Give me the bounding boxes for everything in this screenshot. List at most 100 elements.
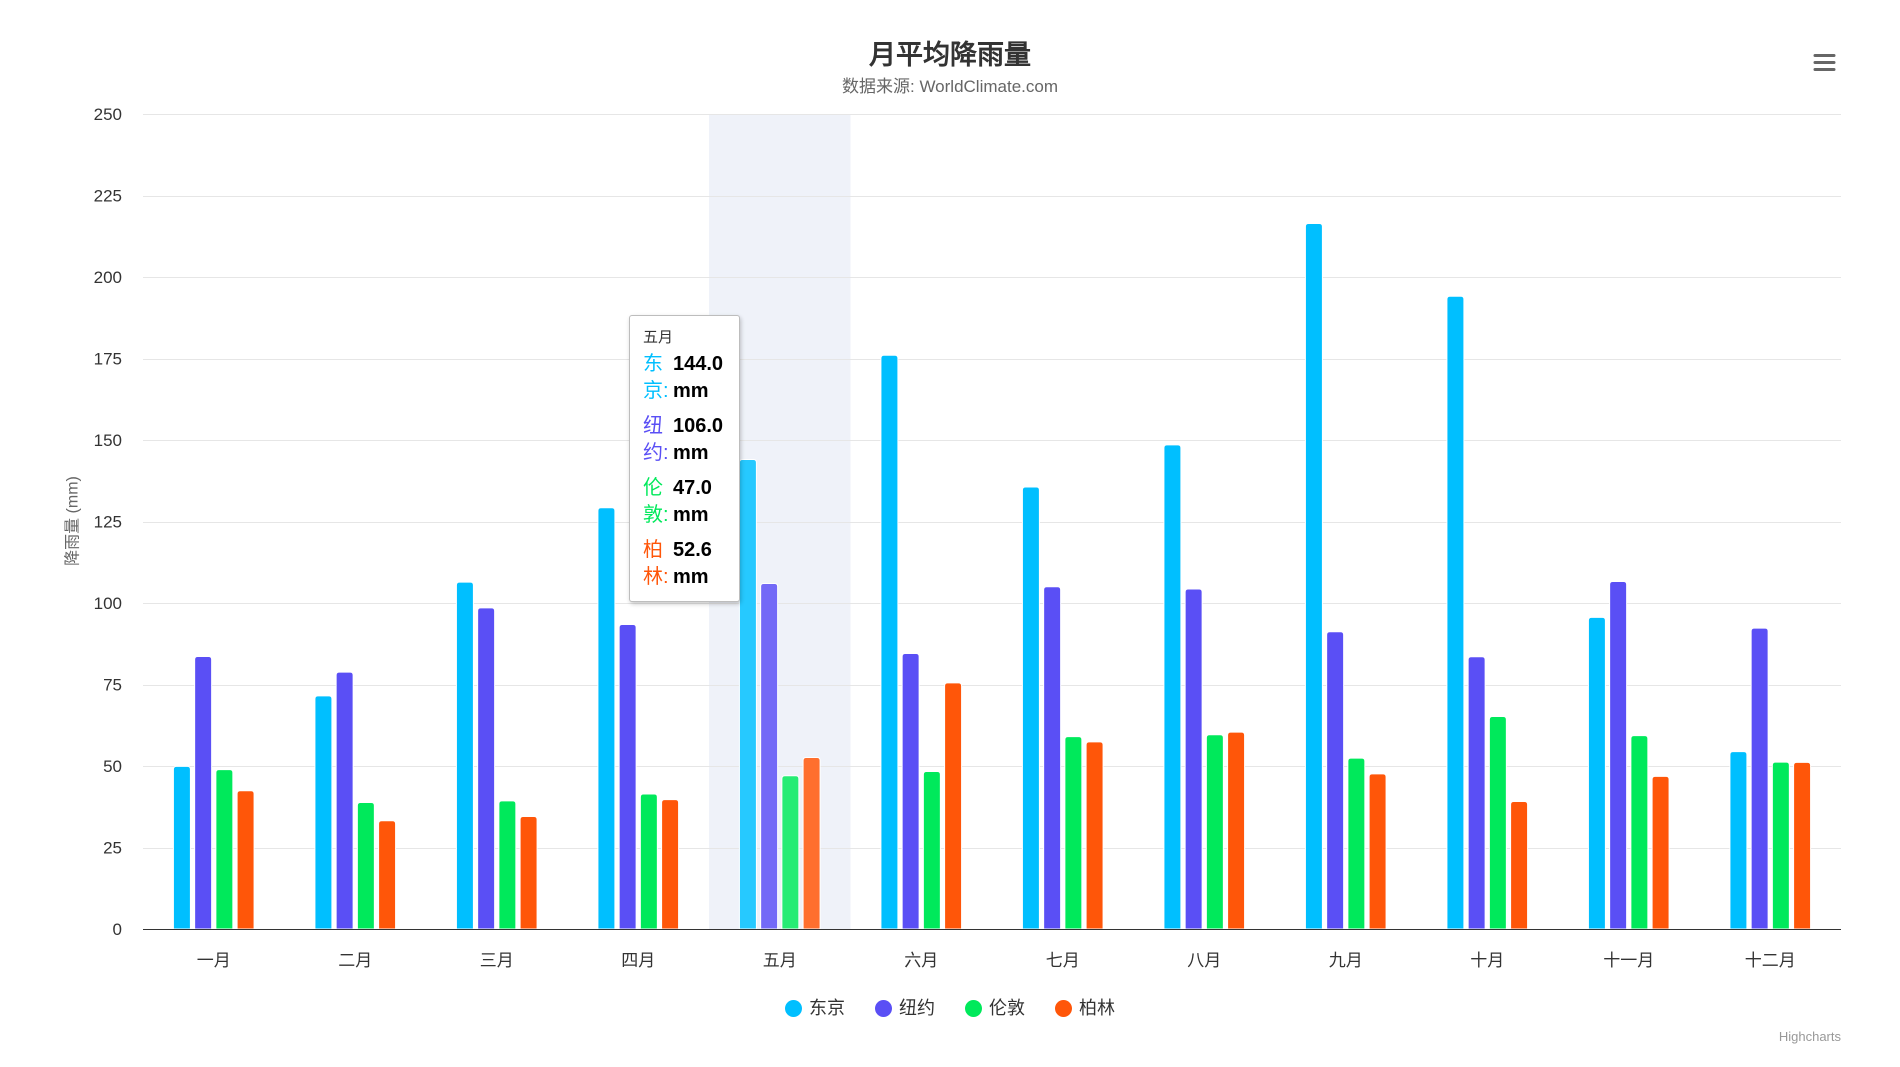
tooltip-series-name: 东京: [643, 353, 669, 402]
column-bar[interactable] [194, 655, 213, 930]
column-bar[interactable] [498, 800, 517, 930]
column-bar[interactable] [1510, 801, 1529, 930]
column-bar[interactable] [1205, 734, 1224, 930]
legend-marker-new-york [875, 999, 892, 1017]
column-bar[interactable] [597, 507, 616, 930]
y-tick-label: 200 [94, 268, 122, 287]
column-bar[interactable] [477, 607, 496, 930]
x-tick-label: 二月 [338, 951, 372, 970]
column-bar[interactable] [1085, 741, 1104, 930]
tooltip-header: 五月 [643, 329, 674, 346]
column-bar[interactable] [802, 757, 821, 930]
column-bar[interactable] [1651, 775, 1670, 930]
legend-marker-london [965, 999, 982, 1017]
column-bar[interactable] [1771, 761, 1790, 930]
tooltip-row-berlin: 柏林: 52.6 mm [643, 537, 731, 591]
column-bar[interactable] [618, 624, 637, 930]
x-tick-label: 十一月 [1603, 951, 1654, 970]
chart-subtitle: 数据来源: WorldClimate.com [842, 77, 1058, 96]
column-bar[interactable] [781, 775, 800, 930]
tooltip-table: 东京: 144.0 mm 纽约: 106.0 mm 伦敦: 47.0 mm 柏林… [643, 351, 731, 591]
legend-label-new-york: 纽约 [899, 998, 935, 1018]
column-bar[interactable] [1227, 731, 1246, 930]
y-tick-label: 225 [94, 187, 122, 206]
column-bar[interactable] [1043, 586, 1062, 930]
column-bar[interactable] [639, 793, 658, 930]
column-bar[interactable] [1587, 616, 1606, 930]
x-tick-label: 十二月 [1745, 951, 1796, 970]
bar-layer [172, 223, 1812, 930]
column-bar[interactable] [1021, 486, 1040, 930]
column-bar[interactable] [1488, 715, 1507, 930]
legend-label-london: 伦敦 [989, 998, 1025, 1018]
column-bar[interactable] [922, 771, 941, 930]
tooltip-row-tokyo: 东京: 144.0 mm [643, 351, 731, 413]
column-bar[interactable] [760, 582, 779, 930]
legend-label-berlin: 柏林 [1079, 998, 1115, 1018]
y-tick-label: 100 [94, 594, 122, 613]
tooltip-series-value: 52.6 mm [673, 539, 712, 588]
x-tick-label: 一月 [197, 951, 231, 970]
tooltip: 五月 东京: 144.0 mm 纽约: 106.0 mm 伦敦: 47.0 mm… [629, 315, 740, 602]
column-bar[interactable] [1729, 751, 1748, 930]
tooltip-row-new-york: 纽约: 106.0 mm [643, 413, 731, 475]
x-tick-label: 七月 [1046, 951, 1080, 970]
y-tick-label: 75 [103, 676, 122, 695]
legend-item-tokyo[interactable]: 东京 [785, 997, 845, 1019]
column-bar[interactable] [378, 820, 397, 930]
legend-item-new-york[interactable]: 纽约 [875, 997, 935, 1019]
column-bar[interactable] [901, 653, 920, 930]
x-tick-label: 四月 [621, 951, 655, 970]
column-bar[interactable] [1446, 295, 1465, 930]
column-bar[interactable] [236, 790, 255, 930]
column-bar[interactable] [1064, 736, 1083, 930]
column-bar[interactable] [356, 802, 375, 930]
column-bar[interactable] [880, 354, 899, 930]
column-bar[interactable] [1326, 631, 1345, 930]
context-menu-button[interactable] [1808, 47, 1840, 77]
credits-link[interactable]: Highcharts [1779, 1029, 1842, 1044]
column-bar[interactable] [519, 816, 538, 930]
legend-label-tokyo: 东京 [809, 998, 845, 1018]
column-bar[interactable] [661, 799, 680, 930]
column-bar[interactable] [1368, 773, 1387, 930]
column-bar[interactable] [738, 459, 757, 930]
legend-marker-berlin [1055, 999, 1072, 1017]
column-bar[interactable] [1347, 757, 1366, 930]
column-bar[interactable] [455, 581, 474, 930]
legend: 东京 纽约 伦敦 柏林 [0, 997, 1900, 1019]
tooltip-row-london: 伦敦: 47.0 mm [643, 475, 731, 537]
tooltip-series-name: 纽约: [643, 415, 669, 464]
y-tick-label: 125 [94, 513, 122, 532]
y-tick-label: 25 [103, 839, 122, 858]
column-bar[interactable] [172, 765, 191, 930]
legend-item-london[interactable]: 伦敦 [965, 997, 1025, 1019]
column-bar[interactable] [335, 671, 354, 930]
y-tick-label: 0 [113, 920, 122, 939]
y-axis-title: 降雨量 (mm) [64, 476, 82, 566]
column-bar[interactable] [215, 769, 234, 930]
column-bar[interactable] [944, 682, 963, 930]
legend-item-berlin[interactable]: 柏林 [1055, 997, 1115, 1019]
column-bar[interactable] [1793, 761, 1812, 930]
tooltip-series-value: 144.0 mm [673, 353, 724, 402]
chart-title: 月平均降雨量 [868, 40, 1031, 70]
column-bar[interactable] [1467, 656, 1486, 930]
hamburger-icon[interactable] [1813, 54, 1836, 71]
column-bar[interactable] [1750, 627, 1769, 930]
x-tick-label: 八月 [1187, 951, 1221, 970]
x-tick-label: 五月 [763, 951, 797, 970]
tooltip-series-name: 伦敦: [643, 477, 669, 526]
x-tick-label: 十月 [1470, 951, 1504, 970]
column-bar[interactable] [1304, 223, 1323, 930]
column-bar[interactable] [314, 695, 333, 930]
tooltip-series-value: 47.0 mm [673, 477, 712, 526]
column-bar[interactable] [1163, 444, 1182, 930]
column-bar[interactable] [1609, 580, 1628, 930]
column-bar[interactable] [1630, 735, 1649, 930]
legend-marker-tokyo [785, 999, 802, 1017]
column-bar[interactable] [1184, 588, 1203, 930]
y-tick-label: 150 [94, 431, 122, 450]
